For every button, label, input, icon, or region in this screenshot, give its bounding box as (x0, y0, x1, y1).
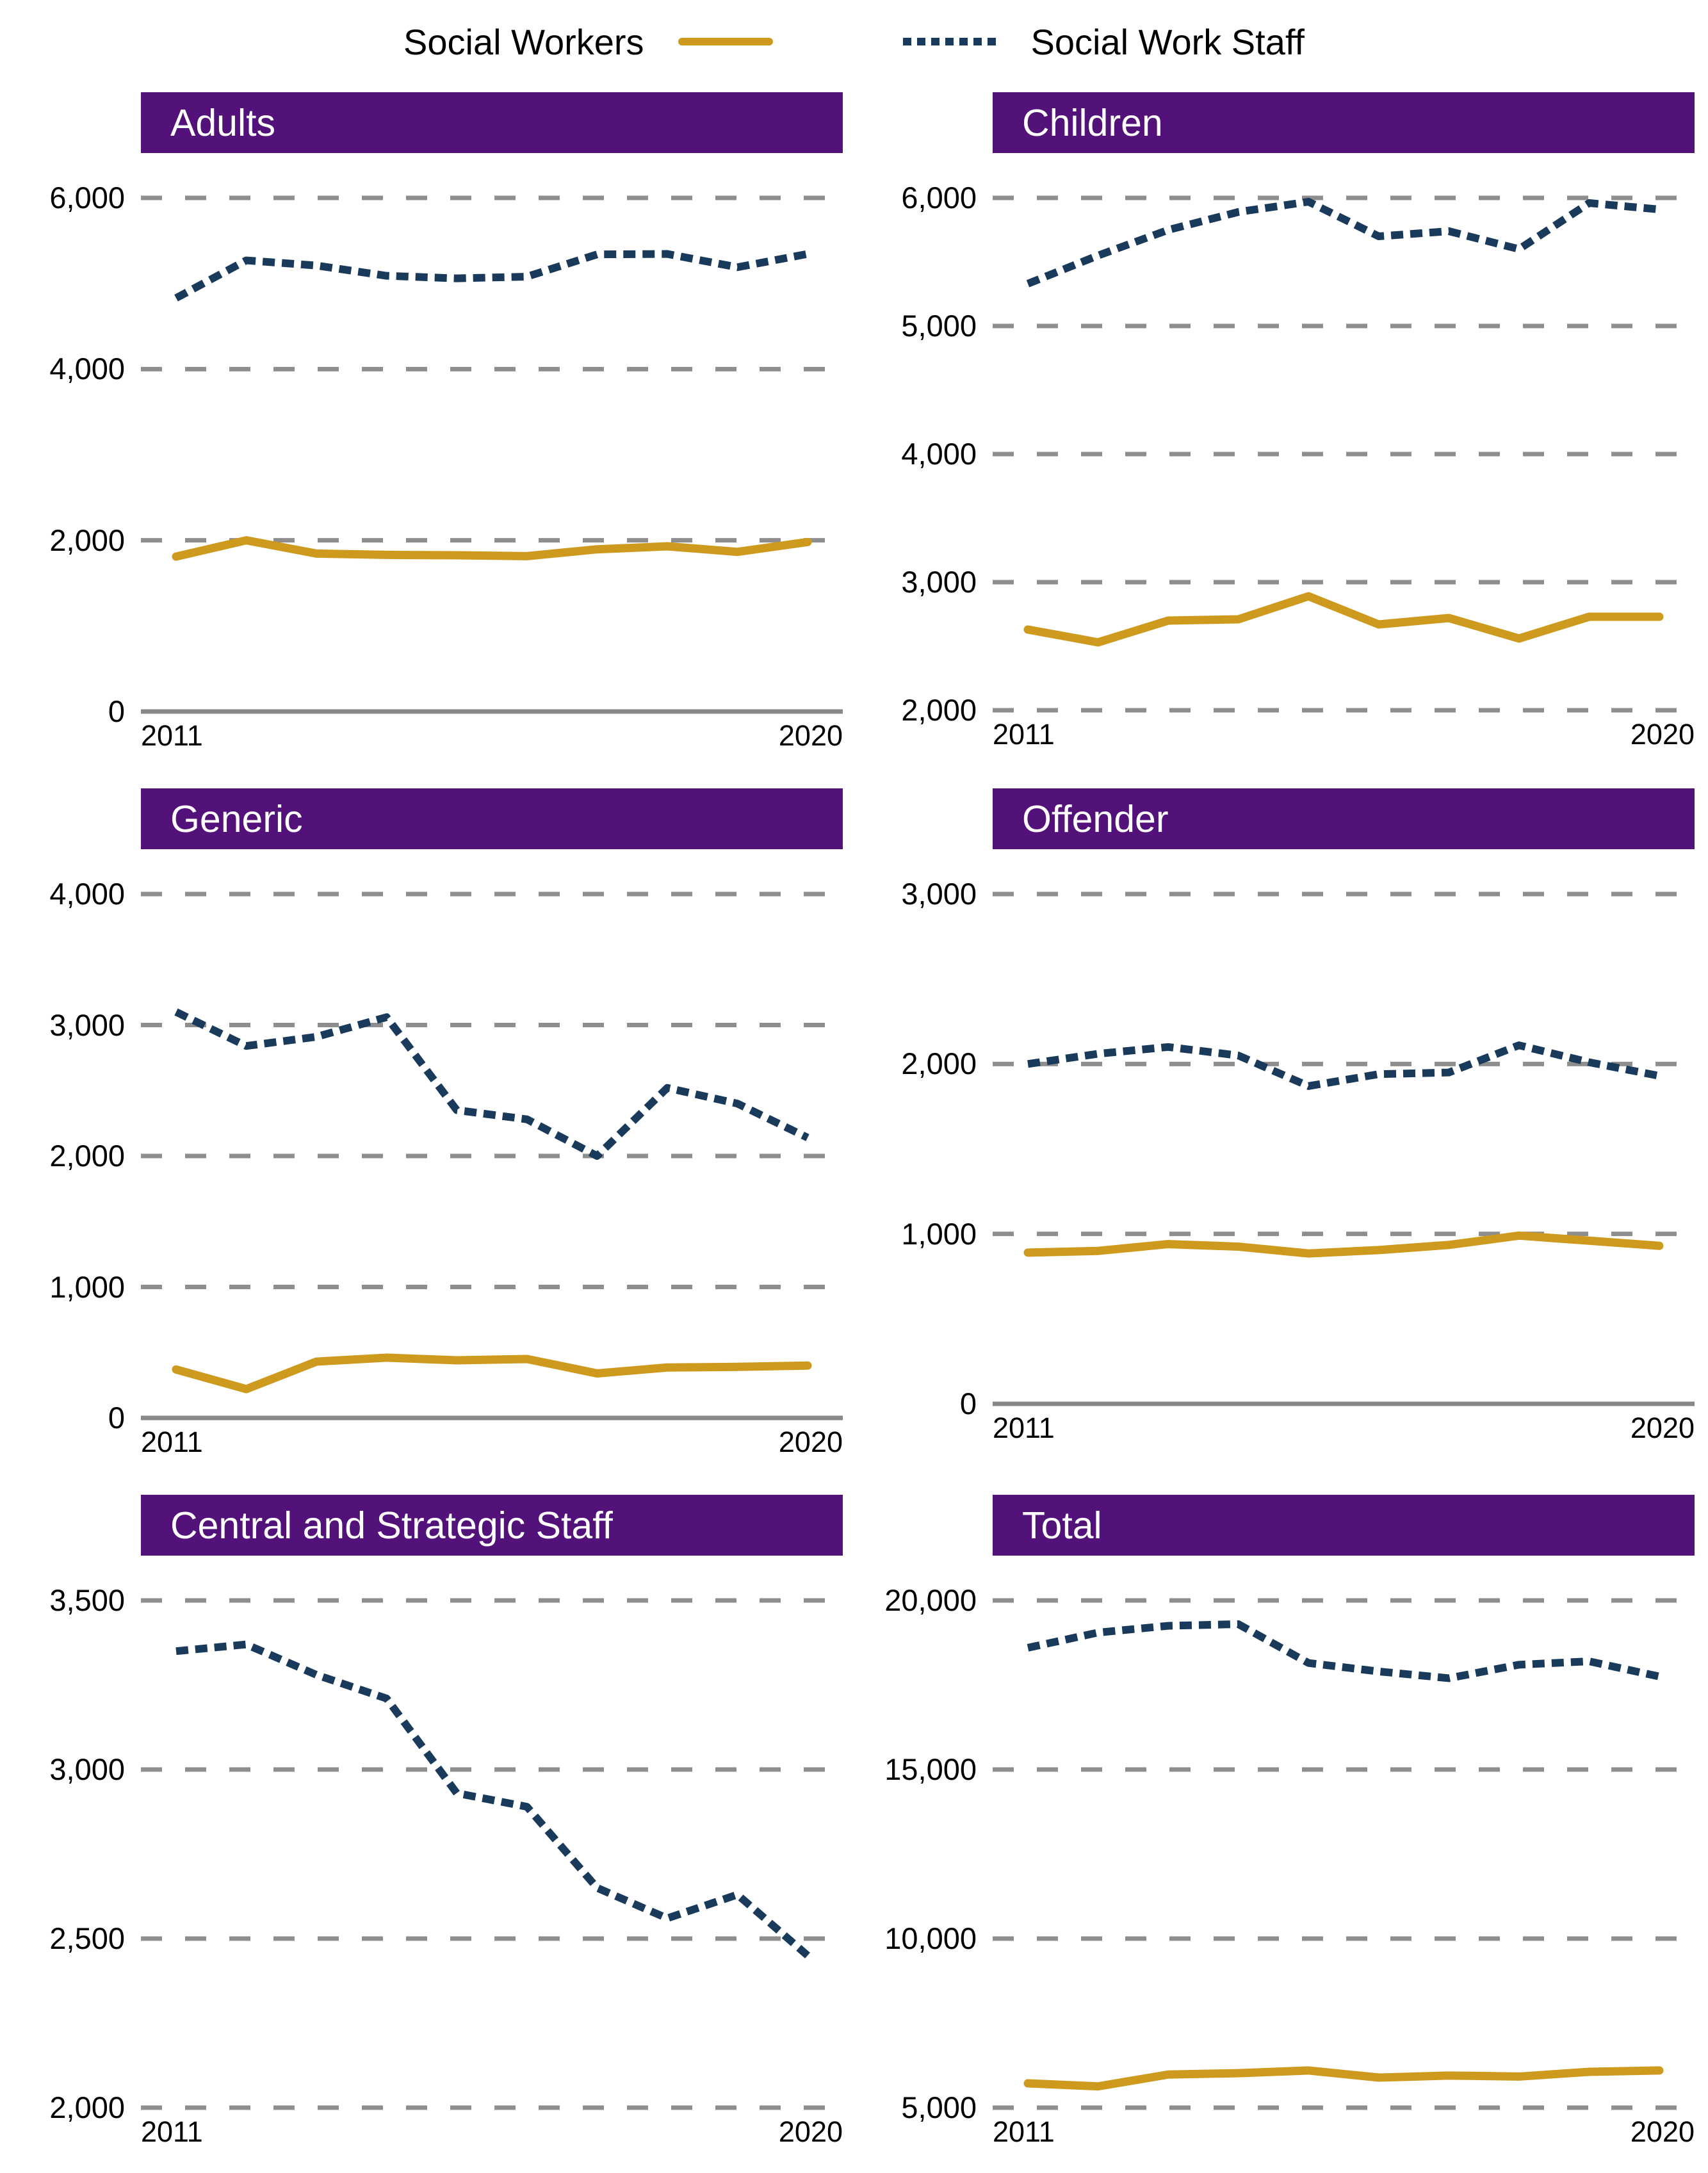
plot-area-adults (141, 195, 843, 714)
series-line-workers-offender (1023, 1231, 1664, 1258)
chart-title-bar-adults: Adults (141, 92, 843, 153)
plot-area-children (993, 195, 1695, 713)
y-tick-label-3,000: 3,000 (49, 1752, 125, 1786)
x-axis-start-label: 2011 (141, 719, 203, 752)
y-tick-label-6,000: 6,000 (901, 181, 977, 215)
y-axis-labels-children: 6,000 5,000 4,000 3,000 2,000 (852, 92, 993, 753)
x-axis-labels-offender: 2011 2020 (993, 1412, 1695, 1445)
plot-area-central (141, 1598, 843, 2110)
legend-swatch-social-work-staff-line (902, 38, 998, 45)
x-axis-labels-central: 2011 2020 (141, 2115, 843, 2149)
x-axis-start-label: 2011 (993, 718, 1055, 751)
y-tick-label-6,000: 6,000 (49, 181, 125, 215)
chart-title-offender: Offender (1022, 797, 1169, 840)
plot-area-generic (141, 891, 843, 1420)
series-line-staff-adults (174, 250, 809, 302)
chart-title-bar-central: Central and Strategic Staff (141, 1495, 843, 1556)
y-axis-labels-total: 20,000 15,000 10,000 5,000 (852, 1495, 993, 2149)
chart-title-bar-offender: Offender (993, 788, 1695, 849)
x-axis-labels-adults: 2011 2020 (141, 719, 843, 753)
x-axis-start-label: 2011 (141, 2115, 203, 2148)
x-axis-end-label: 2020 (1630, 1412, 1695, 1444)
x-axis-start-label: 2011 (993, 1412, 1055, 1444)
legend-label-social-work-staff: Social Work Staff (1030, 21, 1305, 62)
y-tick-label-2,000: 2,000 (901, 1046, 977, 1081)
y-axis-labels-offender: 3,000 2,000 1,000 0 (852, 788, 993, 1459)
x-axis-start-label: 2011 (993, 2115, 1055, 2148)
legend-label-social-workers: Social Workers (403, 21, 644, 62)
chart-title-children: Children (1022, 101, 1163, 144)
x-axis-labels-generic: 2011 2020 (141, 1426, 843, 1459)
chart-central-and-strategic-staff: 3,500 3,000 2,500 2,000 Central and Strateg… (0, 1495, 843, 2149)
legend: Social Workers Social Work Staff (0, 17, 1708, 67)
x-axis-labels-children: 2011 2020 (993, 718, 1695, 751)
y-tick-label-1,000: 1,000 (901, 1216, 977, 1251)
chart-generic: 4,000 3,000 2,000 1,000 0 Generic 2011 2020 (0, 788, 843, 1459)
y-tick-label-2,000: 2,000 (49, 523, 125, 557)
chart-title-bar-children: Children (993, 92, 1695, 153)
x-axis-end-label: 2020 (778, 719, 843, 752)
y-tick-label-3,000: 3,000 (49, 1007, 125, 1042)
series-line-workers-total (1023, 2066, 1664, 2091)
chart-title-central: Central and Strategic Staff (170, 1504, 613, 1547)
chart-title-generic: Generic (170, 797, 303, 840)
series-line-staff-central-and-strategic-staff (175, 1640, 810, 1958)
legend-swatch-social-workers-line (678, 38, 773, 45)
plot-area-total (993, 1598, 1695, 2110)
series-line-staff-total (1027, 1620, 1661, 1682)
y-tick-label-2,000: 2,000 (49, 1139, 125, 1173)
y-axis-labels-central: 3,500 3,000 2,500 2,000 (0, 1495, 141, 2149)
small-multiples-grid: 6,000 4,000 2,000 0 Adults 2011 2020 6,000 5… (0, 92, 1708, 2149)
y-tick-label-4,000: 4,000 (49, 352, 125, 386)
y-tick-label-2,000: 2,000 (901, 693, 977, 727)
y-tick-label-3,000: 3,000 (901, 565, 977, 599)
y-tick-label-0: 0 (959, 1387, 977, 1420)
series-line-staff-generic (174, 1008, 809, 1160)
x-axis-end-label: 2020 (778, 1426, 843, 1458)
y-tick-label-4,000: 4,000 (49, 877, 125, 911)
series-line-staff-offender (1027, 1041, 1661, 1090)
x-axis-labels-total: 2011 2020 (993, 2115, 1695, 2149)
series-line-workers-generic (172, 1353, 812, 1394)
x-axis-end-label: 2020 (778, 2115, 843, 2148)
series-line-workers-children (1023, 592, 1664, 647)
y-tick-label-10,000: 10,000 (884, 1921, 977, 1955)
y-tick-label-2,500: 2,500 (49, 1921, 125, 1955)
y-tick-label-20,000: 20,000 (884, 1583, 977, 1617)
y-tick-label-4,000: 4,000 (901, 437, 977, 471)
x-axis-start-label: 2011 (141, 1426, 203, 1458)
y-axis-labels-generic: 4,000 3,000 2,000 1,000 0 (0, 788, 141, 1459)
y-tick-label-5,000: 5,000 (901, 309, 977, 343)
chart-title-total: Total (1022, 1504, 1102, 1547)
chart-children: 6,000 5,000 4,000 3,000 2,000 Children 2011 … (852, 92, 1695, 753)
chart-total: 20,000 15,000 10,000 5,000 Total 2011 2020 (852, 1495, 1695, 2149)
y-tick-label-3,000: 3,000 (901, 877, 977, 911)
series-line-staff-children (1026, 198, 1660, 288)
y-tick-label-1,000: 1,000 (49, 1269, 125, 1304)
y-tick-label-5,000: 5,000 (901, 2090, 977, 2124)
chart-title-bar-generic: Generic (141, 788, 843, 849)
x-axis-end-label: 2020 (1630, 2115, 1695, 2148)
y-axis-labels-adults: 6,000 4,000 2,000 0 (0, 92, 141, 753)
y-tick-label-0: 0 (108, 1401, 125, 1435)
chart-adults: 6,000 4,000 2,000 0 Adults 2011 2020 (0, 92, 843, 753)
y-tick-label-0: 0 (108, 694, 125, 728)
y-tick-label-3,500: 3,500 (49, 1583, 125, 1617)
chart-title-bar-total: Total (993, 1495, 1695, 1556)
plot-area-offender (993, 891, 1695, 1406)
chart-offender: 3,000 2,000 1,000 0 Offender 2011 2020 (852, 788, 1695, 1459)
y-tick-label-15,000: 15,000 (884, 1752, 977, 1786)
series-line-workers-adults (172, 536, 812, 561)
y-tick-label-2,000: 2,000 (49, 2090, 125, 2124)
x-axis-end-label: 2020 (1630, 718, 1695, 751)
chart-title-adults: Adults (170, 101, 275, 144)
